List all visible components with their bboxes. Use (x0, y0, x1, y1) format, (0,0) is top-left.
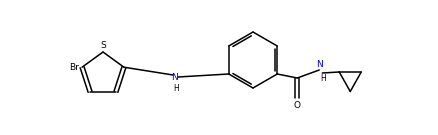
Text: N: N (316, 60, 323, 69)
Text: Br: Br (69, 63, 79, 72)
Text: O: O (294, 101, 301, 110)
Text: N: N (172, 73, 178, 82)
Text: S: S (100, 41, 106, 50)
Text: H: H (320, 74, 326, 83)
Text: H: H (173, 84, 179, 93)
